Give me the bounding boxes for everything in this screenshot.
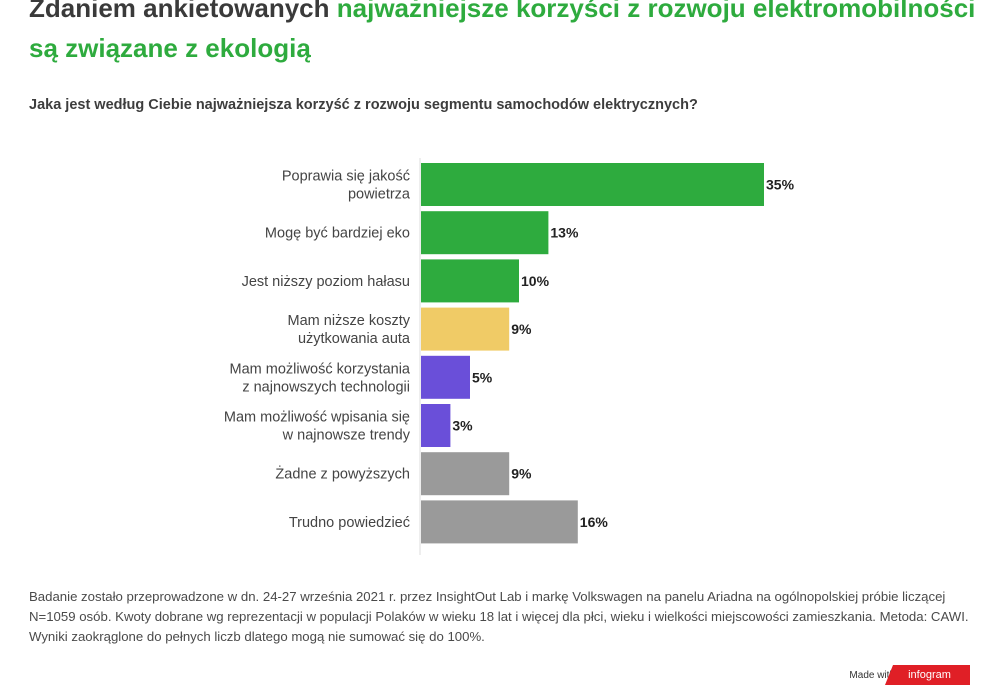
category-label-line: użytkowania auta — [298, 331, 411, 347]
category-label-line: Mam możliwość korzystania — [230, 361, 411, 377]
made-with-text: Made with — [849, 670, 895, 681]
bar — [421, 500, 578, 544]
category-label: Mam możliwość korzystania z najnowszych t… — [230, 361, 411, 395]
category-label-line: powietrza — [348, 187, 411, 203]
data-label: 9% — [511, 466, 532, 482]
category-label-line: w najnowsze trendy — [282, 428, 411, 444]
data-label: 9% — [511, 321, 532, 337]
data-label: 3% — [452, 418, 473, 434]
bar — [421, 307, 510, 351]
category-label-line: Mam niższe koszty — [288, 313, 411, 329]
category-label-line: z najnowszych technologii — [242, 379, 410, 395]
category-label-line: Poprawia się jakość — [282, 169, 410, 185]
bar — [421, 211, 549, 255]
data-label: 10% — [521, 273, 550, 289]
data-label: 13% — [550, 225, 579, 241]
category-label: Trudno powiedzieć — [289, 515, 410, 531]
bar-chart: 35% Poprawia się jakość powietrza 13% Mogę b… — [224, 158, 795, 555]
category-label: Mogę być bardziej eko — [265, 226, 410, 242]
category-label: Mam niższe koszty użytkowania auta — [288, 313, 411, 347]
category-label-line: Mogę być bardziej eko — [265, 226, 410, 242]
page-title: Zdaniem ankietowanych najważniejsze korz… — [29, 0, 979, 68]
title-dark-part: Zdaniem ankietowanych — [29, 0, 330, 23]
category-label: Mam możliwość wpisania się w najnowsze tr… — [224, 410, 411, 444]
infogram-logo[interactable]: infogram — [885, 665, 970, 685]
bar — [421, 355, 470, 399]
bar — [421, 452, 510, 496]
title-accent-part: najważniejsze korzyści z rozwoju elektro… — [29, 0, 976, 63]
category-label: Jest niższy poziom hałasu — [242, 274, 410, 290]
category-label-line: Jest niższy poziom hałasu — [242, 274, 410, 290]
data-label: 5% — [472, 369, 493, 385]
survey-question: Jaka jest według Ciebie najważniejsza ko… — [29, 97, 698, 113]
bar — [421, 163, 764, 206]
data-label: 16% — [580, 514, 609, 530]
category-label: Poprawia się jakość powietrza — [282, 169, 411, 203]
data-label: 35% — [766, 177, 795, 193]
methodology-footnote: Badanie zostało przeprowadzone w dn. 24-… — [29, 589, 969, 644]
category-label: Żadne z powyższych — [275, 465, 410, 483]
category-label-line: Trudno powiedzieć — [289, 515, 410, 531]
category-label-line: Żadne z powyższych — [275, 465, 410, 483]
category-label-line: Mam możliwość wpisania się — [224, 410, 410, 426]
bar — [421, 259, 519, 303]
bar — [421, 404, 451, 447]
